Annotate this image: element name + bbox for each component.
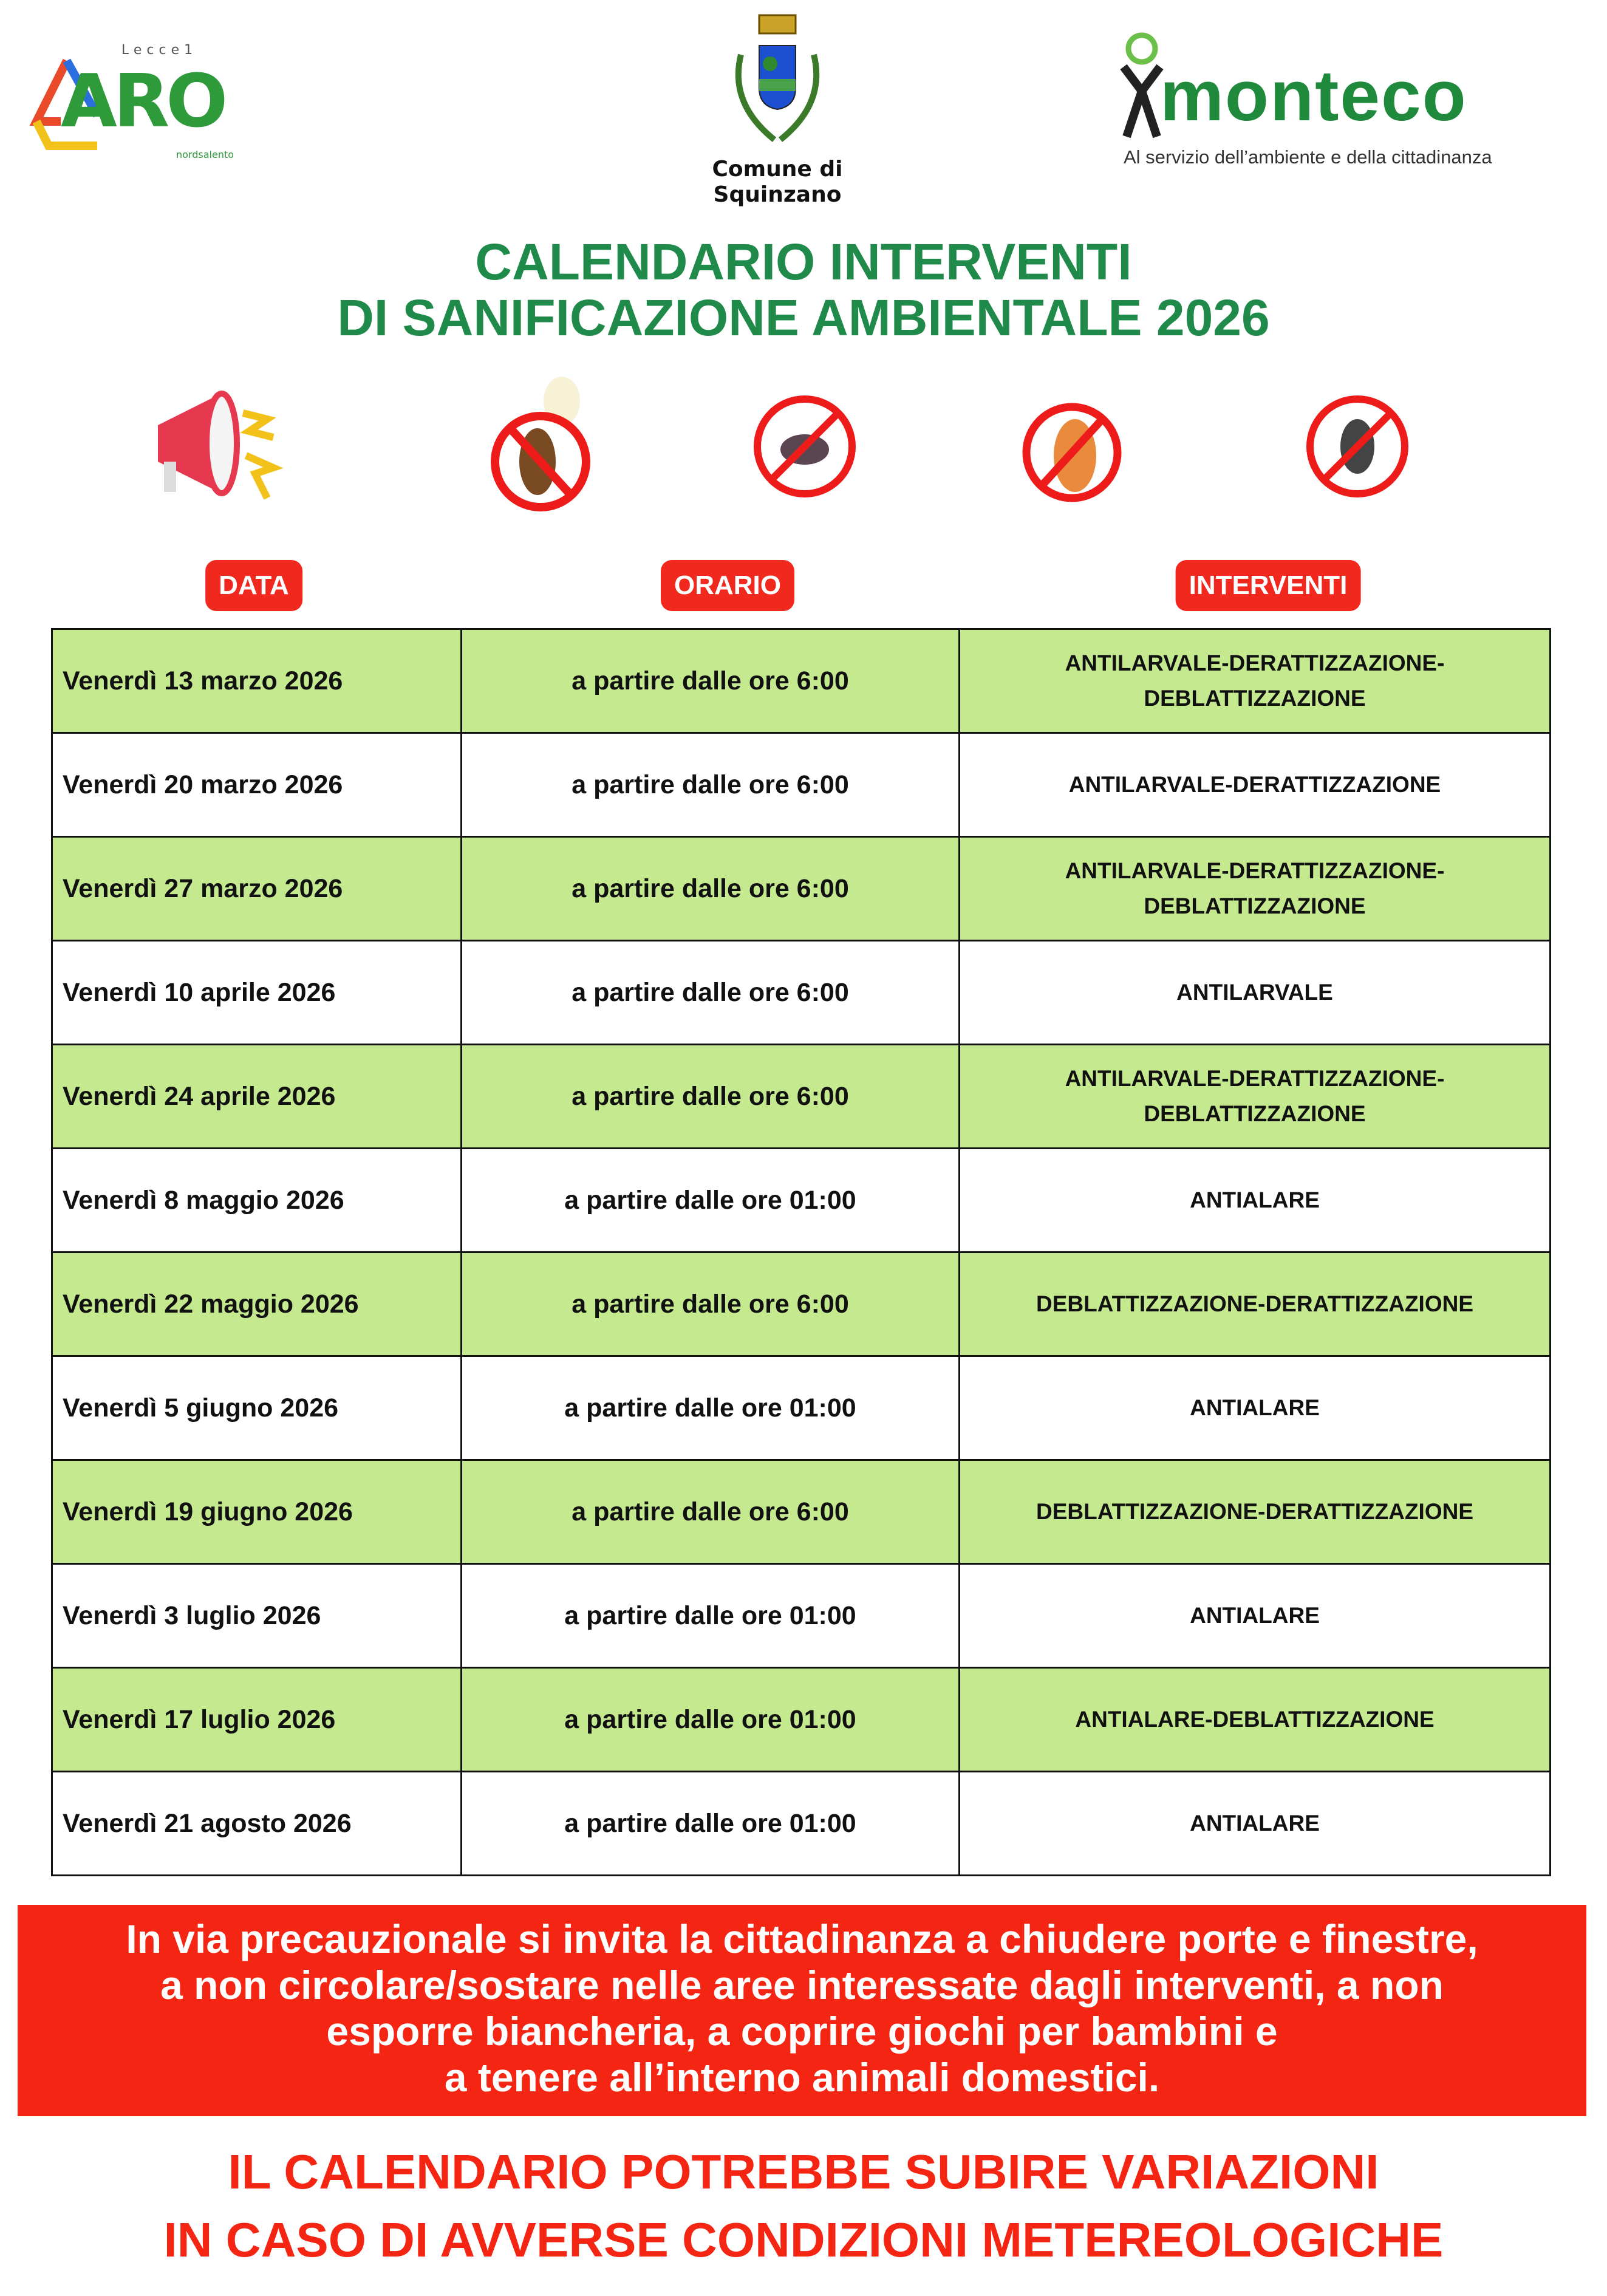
time-cell: a partire dalle ore 6:00	[460, 836, 960, 941]
no-rat-icon	[754, 395, 856, 497]
table-row: Venerdì 24 aprile 2026 a partire dalle or…	[51, 1044, 1551, 1149]
interventions-cell: DEBLATTIZZAZIONE-​DERATTIZZAZIONE	[958, 1251, 1551, 1357]
table-row: Venerdì 5 giugno 2026 a partire dalle ore…	[51, 1355, 1551, 1461]
no-mosquito-icon	[491, 377, 590, 511]
interventions-cell: DEBLATTIZZAZIONE-​DERATTIZZAZIONE	[958, 1459, 1551, 1565]
monteco-logo: monteco Al servizio dell’ambiente e dell…	[1117, 24, 1567, 182]
date-cell: Venerdì 17 luglio 2026	[51, 1667, 462, 1772]
table-row: Venerdì 3 luglio 2026 a partire dalle ore…	[51, 1563, 1551, 1669]
date-cell: Venerdì 27 marzo 2026	[51, 836, 462, 941]
interventions-cell: ANTIALARE	[958, 1771, 1551, 1876]
monteco-figure-icon	[1120, 32, 1164, 138]
date-cell: Venerdì 8 maggio 2026	[51, 1147, 462, 1253]
interventions-cell: ANTIALARE	[958, 1355, 1551, 1461]
time-cell: a partire dalle ore 01:00	[460, 1667, 960, 1772]
squinzano-crest	[717, 12, 838, 158]
time-cell: a partire dalle ore 6:00	[460, 1459, 960, 1565]
crest-caption: Comune di Squinzano	[712, 157, 843, 207]
time-cell: a partire dalle ore 01:00	[460, 1563, 960, 1669]
lecce1-logo-text: Lecce1	[121, 43, 198, 58]
interventions-cell: ANTIALARE-​DEBLATTIZZAZIONE	[958, 1667, 1551, 1772]
interventions-cell: ANTILARVALE-​DERATTIZZAZIONE-​DEBLATTIZZ…	[958, 1044, 1551, 1149]
schedule-table: Venerdì 13 marzo 2026 a partire dalle ore…	[51, 628, 1551, 1876]
interventions-cell: ANTILARVALE	[958, 940, 1551, 1045]
time-cell: a partire dalle ore 01:00	[460, 1147, 960, 1253]
page-title: CALENDARIO INTERVENTI DI SANIFICAZIONE A…	[337, 233, 1270, 346]
header-interventi: INTERVENTI	[1175, 560, 1361, 611]
header-data: DATA	[205, 560, 302, 611]
aro-logo-text: ARO	[61, 60, 228, 144]
date-cell: Venerdì 5 giugno 2026	[51, 1355, 462, 1461]
monteco-tagline: Al servizio dell’ambiente e della cittad…	[1124, 146, 1492, 168]
date-cell: Venerdì 20 marzo 2026	[51, 732, 462, 838]
table-row: Venerdì 27 marzo 2026 a partire dalle ore…	[51, 836, 1551, 941]
time-cell: a partire dalle ore 6:00	[460, 732, 960, 838]
no-fly-icon	[1306, 395, 1408, 497]
date-cell: Venerdì 3 luglio 2026	[51, 1563, 462, 1669]
precaution-notice: In via precauzionale si invita la cittad…	[18, 1905, 1586, 2116]
interventions-cell: ANTIALARE	[958, 1147, 1551, 1253]
no-cockroach-icon	[1022, 403, 1122, 502]
interventions-cell: ANTILARVALE-​DERATTIZZAZIONE	[958, 732, 1551, 838]
date-cell: Venerdì 22 maggio 2026	[51, 1251, 462, 1357]
interventions-cell: ANTILARVALE-​DERATTIZZAZIONE-​DEBLATTIZZ…	[958, 836, 1551, 941]
table-row: Venerdì 13 marzo 2026 a partire dalle ore…	[51, 628, 1551, 734]
interventions-cell: ANTIALARE	[958, 1563, 1551, 1669]
monteco-logo-text: monteco	[1160, 56, 1467, 136]
date-cell: Venerdì 24 aprile 2026	[51, 1044, 462, 1149]
nordsalento-logo-text: nordsalento	[176, 149, 234, 160]
time-cell: a partire dalle ore 6:00	[460, 1251, 960, 1357]
time-cell: a partire dalle ore 6:00	[460, 628, 960, 734]
table-row: Venerdì 10 aprile 2026 a partire dalle or…	[51, 940, 1551, 1045]
table-row: Venerdì 8 maggio 2026 a partire dalle ore…	[51, 1147, 1551, 1253]
aro-lecce1-logo: ARO Lecce1 nordsalento	[24, 43, 249, 170]
date-cell: Venerdì 13 marzo 2026	[51, 628, 462, 734]
time-cell: a partire dalle ore 01:00	[460, 1771, 960, 1876]
time-cell: a partire dalle ore 6:00	[460, 1044, 960, 1149]
megaphone-icon	[158, 391, 284, 500]
table-row: Venerdì 20 marzo 2026 a partire dalle ore…	[51, 732, 1551, 838]
time-cell: a partire dalle ore 6:00	[460, 940, 960, 1045]
recycle-icon	[29, 58, 101, 150]
time-cell: a partire dalle ore 01:00	[460, 1355, 960, 1461]
date-cell: Venerdì 21 agosto 2026	[51, 1771, 462, 1876]
weather-warning: IL CALENDARIO POTREBBE SUBIRE VARIAZIONI…	[163, 2145, 1444, 2267]
table-row: Venerdì 22 maggio 2026 a partire dalle or…	[51, 1251, 1551, 1357]
date-cell: Venerdì 10 aprile 2026	[51, 940, 462, 1045]
table-row: Venerdì 21 agosto 2026 a partire dalle or…	[51, 1771, 1551, 1876]
table-row: Venerdì 17 luglio 2026 a partire dalle or…	[51, 1667, 1551, 1772]
header-orario: ORARIO	[661, 560, 794, 611]
table-row: Venerdì 19 giugno 2026 a partire dalle or…	[51, 1459, 1551, 1565]
date-cell: Venerdì 19 giugno 2026	[51, 1459, 462, 1565]
interventions-cell: ANTILARVALE-​DERATTIZZAZIONE-​DEBLATTIZZ…	[958, 628, 1551, 734]
